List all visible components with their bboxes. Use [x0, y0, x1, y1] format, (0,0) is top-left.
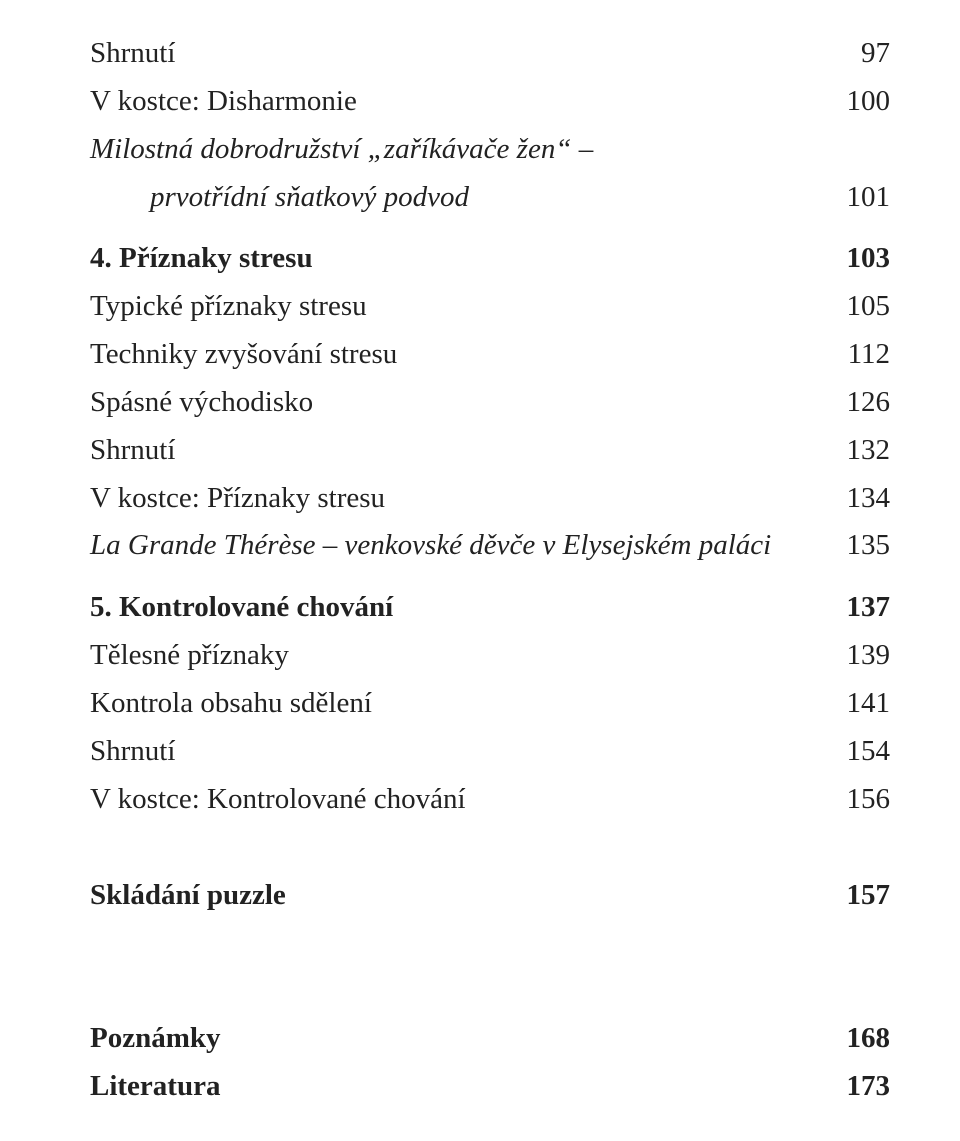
toc-line: Techniky zvyšování stresu 112	[90, 331, 890, 379]
toc-label: Milostná dobrodružství „zaříkávače žen“ …	[90, 133, 593, 165]
toc-line: Poznámky 168	[90, 1015, 890, 1063]
toc-label: Tělesné příznaky	[90, 632, 289, 680]
toc-page-number: 112	[834, 331, 890, 379]
toc-sublabel: prvotřídní sňatkový podvod	[90, 174, 469, 222]
toc-line: V kostce: Disharmonie 100	[90, 78, 890, 126]
toc-label: Poznámky	[90, 1015, 221, 1063]
toc-label: Skládání puzzle	[90, 872, 286, 920]
toc-label: Kontrola obsahu sdělení	[90, 680, 372, 728]
toc-page-number: 141	[834, 680, 890, 728]
toc-label: V kostce: Příznaky stresu	[90, 475, 385, 523]
toc-label: 4. Příznaky stresu	[90, 235, 313, 283]
toc-page-number: 156	[834, 776, 890, 824]
toc-line: Shrnutí 132	[90, 427, 890, 475]
toc-page-number: 173	[834, 1063, 890, 1111]
toc-line: 4. Příznaky stresu 103	[90, 235, 890, 283]
toc-line: Milostná dobrodružství „zaříkávače žen“ …	[90, 126, 890, 222]
toc-line: V kostce: Kontrolované chování 156	[90, 776, 890, 824]
toc-page-number: 168	[834, 1015, 890, 1063]
toc-label: Shrnutí	[90, 427, 175, 475]
toc-page-number: 154	[834, 728, 890, 776]
toc-page-number: 137	[834, 584, 890, 632]
toc-line: Spásné východisko 126	[90, 379, 890, 427]
toc-label: Techniky zvyšování stresu	[90, 331, 397, 379]
toc-line: La Grande Thérèse – venkovské děvče v El…	[90, 522, 890, 570]
toc-page: Shrnutí 97 V kostce: Disharmonie 100 Mil…	[0, 0, 960, 1141]
toc-label: Spásné východisko	[90, 379, 313, 427]
toc-line: 5. Kontrolované chování 137	[90, 584, 890, 632]
toc-line: Tělesné příznaky 139	[90, 632, 890, 680]
toc-line: Typické příznaky stresu 105	[90, 283, 890, 331]
gap	[90, 919, 890, 1015]
toc-page-number: 157	[834, 872, 890, 920]
toc-line: Skládání puzzle 157	[90, 872, 890, 920]
toc-label: Shrnutí	[90, 728, 175, 776]
toc-line: Kontrola obsahu sdělení 141	[90, 680, 890, 728]
toc-page-number: 101	[834, 174, 890, 222]
toc-label: Typické příznaky stresu	[90, 283, 367, 331]
toc-page-number: 126	[834, 379, 890, 427]
toc-label: 5. Kontrolované chování	[90, 584, 393, 632]
gap	[90, 824, 890, 872]
toc-label: V kostce: Disharmonie	[90, 78, 357, 126]
toc-page-number: 139	[834, 632, 890, 680]
toc-page-number: 97	[834, 30, 890, 78]
toc-page-number: 105	[834, 283, 890, 331]
gap	[90, 221, 890, 235]
toc-line: Literatura 173	[90, 1063, 890, 1111]
toc-line: Shrnutí 97	[90, 30, 890, 78]
toc-page-number: 135	[834, 522, 890, 570]
toc-line: Shrnutí 154	[90, 728, 890, 776]
toc-label: Shrnutí	[90, 30, 175, 78]
toc-page-number: 134	[834, 475, 890, 523]
toc-label: Literatura	[90, 1063, 220, 1111]
toc-label: V kostce: Kontrolované chování	[90, 776, 466, 824]
toc-page-number: 103	[834, 235, 890, 283]
toc-label: La Grande Thérèse – venkovské děvče v El…	[90, 522, 771, 570]
toc-page-number: 132	[834, 427, 890, 475]
toc-page-number: 100	[834, 78, 890, 126]
toc-line: V kostce: Příznaky stresu 134	[90, 475, 890, 523]
gap	[90, 570, 890, 584]
